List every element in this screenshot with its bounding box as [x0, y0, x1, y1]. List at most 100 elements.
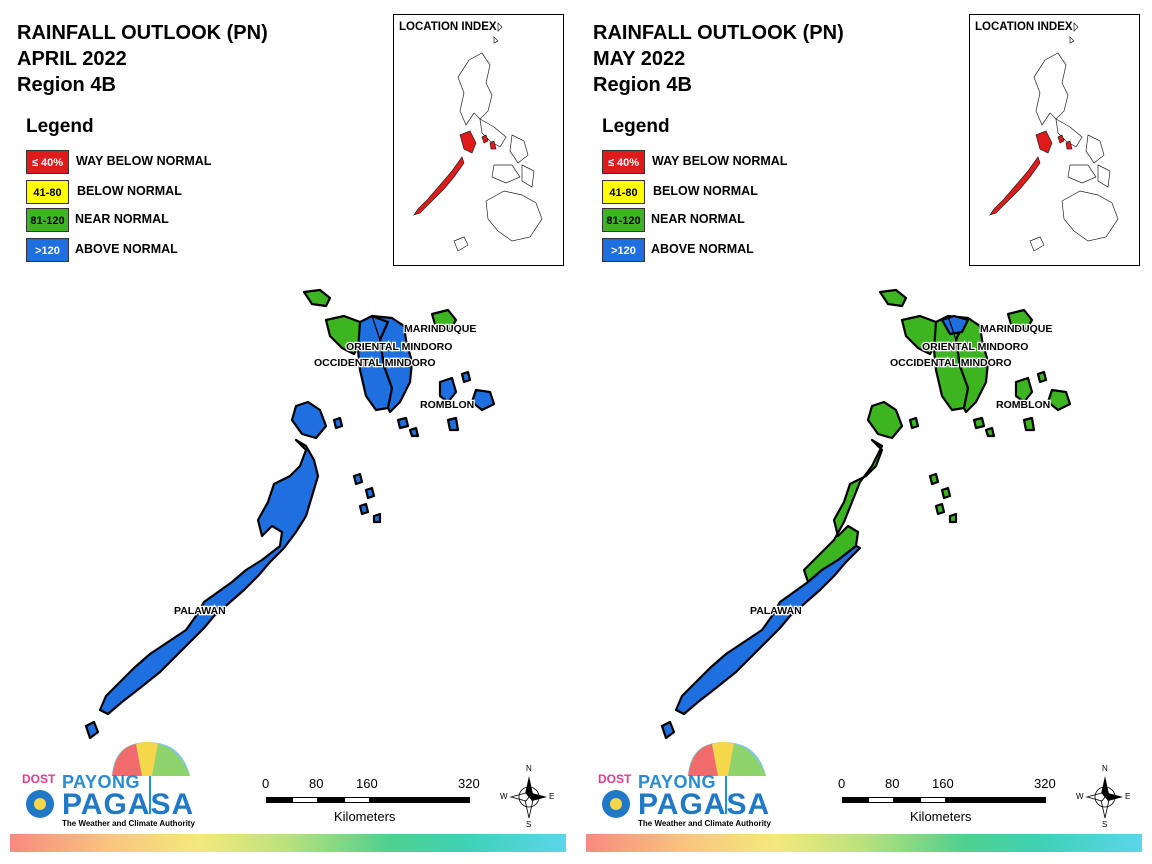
label-romblon: ROMBLON: [420, 399, 474, 411]
label-palawan: PALAWAN: [750, 605, 802, 617]
region-4b-map: MARINDUQUE ORIENTAL MINDORO OCCIDENTAL M…: [660, 288, 1072, 740]
legend-swatch: >120: [26, 238, 69, 262]
compass-s: S: [1102, 820, 1108, 829]
legend-title: Legend: [602, 116, 670, 137]
scale-tick: 80: [309, 776, 324, 791]
payong-label: PAYONG: [62, 772, 141, 792]
romblon-region: [1014, 370, 1072, 432]
legend-swatch: 41-80: [26, 180, 69, 204]
title-line-1: RAINFALL OUTLOOK (PN): [17, 22, 268, 44]
calamian-islands: [866, 400, 904, 440]
legend-label: ABOVE NORMAL: [75, 242, 178, 256]
title-line-2: MAY 2022: [593, 48, 686, 70]
location-index-title: LOCATION INDEX: [975, 21, 1073, 33]
legend-swatch: ≤ 40%: [26, 150, 69, 174]
oriental-mindoro-north-tip: [940, 314, 970, 336]
scale-tick: 160: [356, 776, 378, 791]
scale-bar: 0 80 160 320 Kilometers: [262, 776, 492, 836]
pagasa-tagline: The Weather and Climate Authority: [62, 819, 195, 828]
mindoro-province-boundary: [371, 315, 393, 409]
scale-tick: 0: [838, 776, 846, 791]
title-line-3: Region 4B: [593, 74, 692, 96]
payong-label: PAYONG: [638, 772, 717, 792]
payong-pagasa-logo: DOST PAYONG PAGASA The Weather and Clima…: [594, 740, 774, 832]
scale-segment: [292, 797, 318, 803]
scale-tick: 320: [458, 776, 480, 791]
scale-segment: [842, 797, 868, 803]
legend-title: Legend: [26, 116, 94, 137]
scale-tick: 320: [1034, 776, 1056, 791]
label-occidental-mindoro: OCCIDENTAL MINDORO: [314, 357, 436, 369]
label-oriental-mindoro: ORIENTAL MINDORO: [346, 341, 452, 353]
map-title: RAINFALL OUTLOOK (PN) MAY 2022 Region 4B: [593, 20, 844, 98]
umbrella-logo-icon: [26, 742, 190, 818]
outlook-panel-april: RAINFALL OUTLOOK (PN) APRIL 2022 Region …: [10, 14, 566, 852]
compass-e: E: [1125, 792, 1131, 801]
location-index-box: LOCATION INDEX: [969, 14, 1140, 266]
compass-rose: N E S W: [1074, 764, 1136, 830]
title-line-3: Region 4B: [17, 74, 116, 96]
dost-label: DOST: [22, 772, 56, 786]
pagasa-label: PAGASA: [62, 788, 195, 821]
compass-w: W: [500, 792, 508, 801]
scale-segment: [894, 797, 920, 803]
legend-swatch: 81-120: [602, 208, 645, 232]
label-marinduque: MARINDUQUE: [980, 323, 1052, 335]
palawan-region: [98, 438, 320, 716]
pagasa-tagline: The Weather and Climate Authority: [638, 819, 771, 828]
legend-swatch: >120: [602, 238, 645, 262]
palawan-region: [674, 544, 862, 716]
compass-n: N: [1102, 764, 1108, 773]
balabac-island: [660, 720, 676, 740]
label-occidental-mindoro: OCCIDENTAL MINDORO: [890, 357, 1012, 369]
compass-s: S: [526, 820, 532, 829]
payong-pagasa-logo: DOST PAYONG PAGASA The Weather and Clima…: [18, 740, 198, 832]
location-index-title: LOCATION INDEX: [399, 21, 497, 33]
compass-rose-icon: [1085, 776, 1123, 819]
label-romblon: ROMBLON: [996, 399, 1050, 411]
philippines-index-map: [989, 22, 1119, 252]
compass-w: W: [1076, 792, 1084, 801]
romblon-region: [438, 370, 496, 432]
legend-label: NEAR NORMAL: [651, 212, 745, 226]
scale-tick: 160: [932, 776, 954, 791]
label-palawan: PALAWAN: [174, 605, 226, 617]
compass-rose-icon: [509, 776, 547, 819]
cuyo-islands: [332, 416, 420, 524]
cuyo-islands: [908, 416, 996, 524]
scale-bar: 0 80 160 320 Kilometers: [838, 776, 1068, 836]
scale-tick: 0: [262, 776, 270, 791]
calamian-islands: [290, 400, 328, 440]
balabac-island: [84, 720, 100, 740]
label-oriental-mindoro: ORIENTAL MINDORO: [922, 341, 1028, 353]
outlook-panel-may: RAINFALL OUTLOOK (PN) MAY 2022 Region 4B…: [576, 0, 1152, 864]
legend-swatch: ≤ 40%: [602, 150, 645, 174]
location-index-box: LOCATION INDEX: [393, 14, 564, 266]
scale-segment: [344, 797, 370, 803]
dost-label: DOST: [598, 772, 632, 786]
legend-swatch: 81-120: [26, 208, 69, 232]
scale-tick: 80: [885, 776, 900, 791]
compass-e: E: [549, 792, 555, 801]
pagasa-label: PAGASA: [638, 788, 771, 821]
scale-unit: Kilometers: [334, 809, 396, 824]
title-line-1: RAINFALL OUTLOOK (PN): [593, 22, 844, 44]
region-4b-map: MARINDUQUE ORIENTAL MINDORO OCCIDENTAL M…: [84, 288, 496, 740]
map-title: RAINFALL OUTLOOK (PN) APRIL 2022 Region …: [17, 20, 268, 98]
footer-gradient-bar: [586, 834, 1142, 852]
scale-unit: Kilometers: [910, 809, 972, 824]
legend-label: BELOW NORMAL: [653, 184, 758, 198]
scale-segment: [370, 797, 470, 803]
legend-label: WAY BELOW NORMAL: [76, 154, 212, 168]
compass-n: N: [526, 764, 532, 773]
legend-label: WAY BELOW NORMAL: [652, 154, 788, 168]
compass-rose: N E S W: [498, 764, 560, 830]
legend-label: ABOVE NORMAL: [651, 242, 754, 256]
marinduque-region: [430, 308, 458, 332]
scale-segment: [868, 797, 894, 803]
mindoro-province-boundary: [947, 315, 969, 409]
title-line-2: APRIL 2022: [17, 48, 127, 70]
footer-gradient-bar: [10, 834, 566, 852]
scale-segment: [920, 797, 946, 803]
scale-segment: [266, 797, 292, 803]
